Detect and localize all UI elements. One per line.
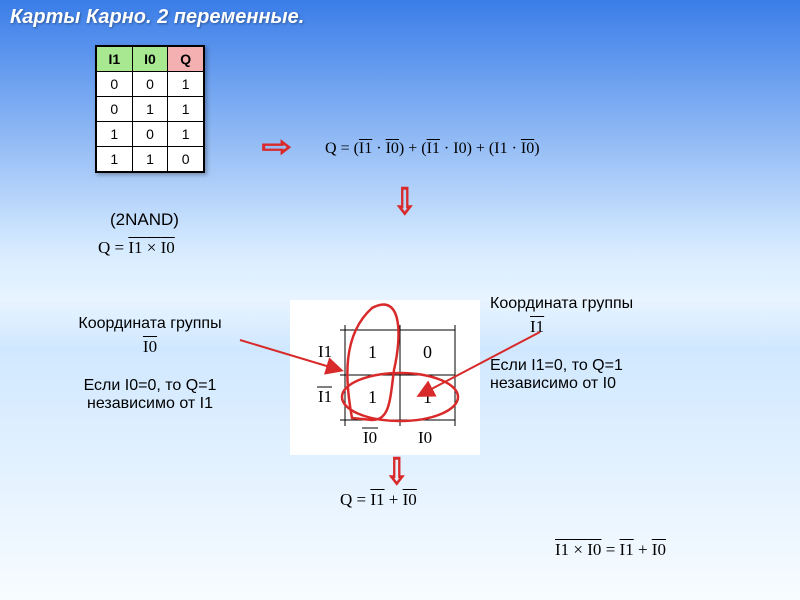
truth-header-row: I1 I0 Q — [97, 47, 204, 72]
svg-text:I0: I0 — [363, 428, 377, 447]
ann-right-line1: Если I1=0, то Q=1 — [490, 357, 690, 375]
nand-label: (2NAND) — [110, 210, 179, 230]
arrow-down-icon: ⇩ — [393, 180, 416, 223]
ann-right-line2: независимо от I0 — [490, 375, 690, 393]
ann-right-title: Координата группы — [490, 295, 690, 313]
ann-left-line1: Если I0=0, то Q=1 — [60, 377, 240, 395]
kmap: I1 I1 I0 I0 1 0 1 1 — [290, 300, 480, 455]
svg-text:1: 1 — [368, 387, 377, 407]
svg-text:I1: I1 — [318, 387, 332, 406]
arrow-down-icon: ⇩ — [385, 450, 408, 493]
svg-text:1: 1 — [423, 387, 432, 407]
annotation-left: Координата группы I0 Если I0=0, то Q=1 н… — [60, 315, 240, 413]
svg-text:I0: I0 — [418, 428, 432, 447]
th-i1: I1 — [97, 47, 133, 72]
ann-left-var: I0 — [143, 337, 157, 356]
svg-text:1: 1 — [368, 342, 377, 362]
truth-table: I1 I0 Q 001 011 101 110 — [95, 45, 205, 173]
final-equation: Q = I1 + I0 — [340, 490, 417, 510]
table-row: 011 — [97, 97, 204, 122]
nand-equation: Q = I1 × I0 — [98, 238, 175, 258]
sop-equation: Q = (I1 · I0) + (I1 · I0) + (I1 · I0) — [325, 140, 540, 158]
page-title: Карты Карно. 2 переменные. — [0, 0, 800, 35]
table-row: 110 — [97, 147, 204, 172]
svg-text:I1: I1 — [318, 342, 332, 361]
th-q: Q — [168, 47, 204, 72]
table-row: 101 — [97, 122, 204, 147]
arrow-right-icon: ⇨ — [261, 130, 292, 163]
svg-text:0: 0 — [423, 342, 432, 362]
ann-left-title: Координата группы — [60, 315, 240, 333]
table-row: 001 — [97, 72, 204, 97]
ann-left-line2: независимо от I1 — [60, 395, 240, 413]
identity-equation: I1 × I0 = I1 + I0 — [555, 540, 666, 560]
annotation-right: Координата группы I1 Если I1=0, то Q=1 н… — [490, 295, 690, 393]
ann-right-var: I1 — [530, 317, 544, 336]
th-i0: I0 — [132, 47, 168, 72]
